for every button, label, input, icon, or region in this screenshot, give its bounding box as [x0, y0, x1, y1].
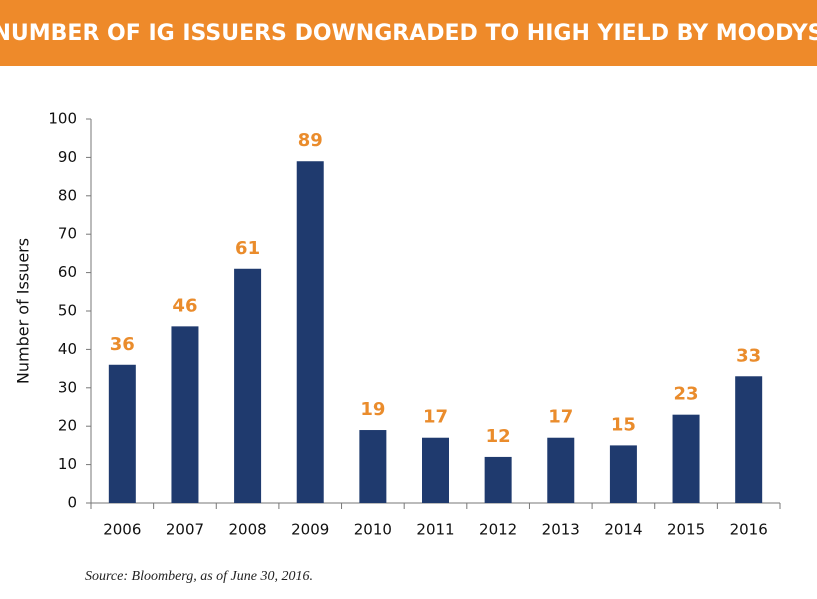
x-tick-label: 2007 — [166, 521, 204, 539]
chart-title: NUMBER OF IG ISSUERS DOWNGRADED TO HIGH … — [0, 21, 817, 46]
x-tick-label: 2013 — [542, 521, 580, 539]
bar — [672, 414, 700, 503]
header-band — [0, 0, 817, 66]
x-tick-label: 2012 — [479, 521, 517, 539]
x-tick-label: 2006 — [103, 521, 141, 539]
value-label: 89 — [298, 130, 323, 151]
bar — [547, 437, 575, 503]
bar — [359, 430, 387, 503]
y-axis-label: Number of Issuers — [14, 238, 33, 384]
x-tick-label: 2014 — [604, 521, 642, 539]
bar — [484, 456, 512, 503]
y-tick-label: 10 — [58, 455, 77, 473]
source-note: Source: Bloomberg, as of June 30, 2016. — [85, 569, 313, 584]
value-label: 19 — [360, 399, 385, 420]
y-tick-label: 30 — [58, 378, 77, 396]
y-tick-label: 70 — [58, 225, 77, 243]
bar — [735, 376, 763, 503]
y-tick-label: 60 — [58, 263, 77, 281]
bar — [422, 437, 449, 503]
value-label: 15 — [611, 414, 636, 435]
value-label: 23 — [674, 384, 699, 405]
y-tick-label: 40 — [58, 340, 77, 358]
x-tick-label: 2008 — [228, 521, 266, 539]
value-label: 12 — [486, 426, 511, 447]
x-tick-label: 2015 — [667, 521, 705, 539]
y-tick-label: 90 — [58, 148, 77, 166]
x-tick-label: 2010 — [354, 521, 392, 539]
y-tick-label: 80 — [58, 186, 77, 204]
x-tick-label: 2016 — [730, 521, 768, 539]
bar — [108, 364, 136, 503]
value-label: 61 — [235, 238, 260, 259]
value-label: 46 — [172, 295, 197, 316]
bar — [296, 161, 324, 504]
y-tick-label: 20 — [58, 417, 77, 435]
bar — [171, 326, 199, 503]
value-label: 36 — [110, 334, 135, 355]
y-tick-label: 100 — [48, 110, 77, 128]
value-label: 17 — [423, 407, 448, 428]
value-label: 33 — [736, 345, 761, 366]
bar — [234, 268, 262, 503]
y-tick-label: 50 — [58, 302, 77, 320]
value-label: 17 — [548, 407, 573, 428]
x-tick-label: 2009 — [291, 521, 329, 539]
bar — [609, 445, 637, 503]
y-tick-label: 0 — [67, 494, 77, 512]
x-tick-label: 2011 — [416, 521, 454, 539]
